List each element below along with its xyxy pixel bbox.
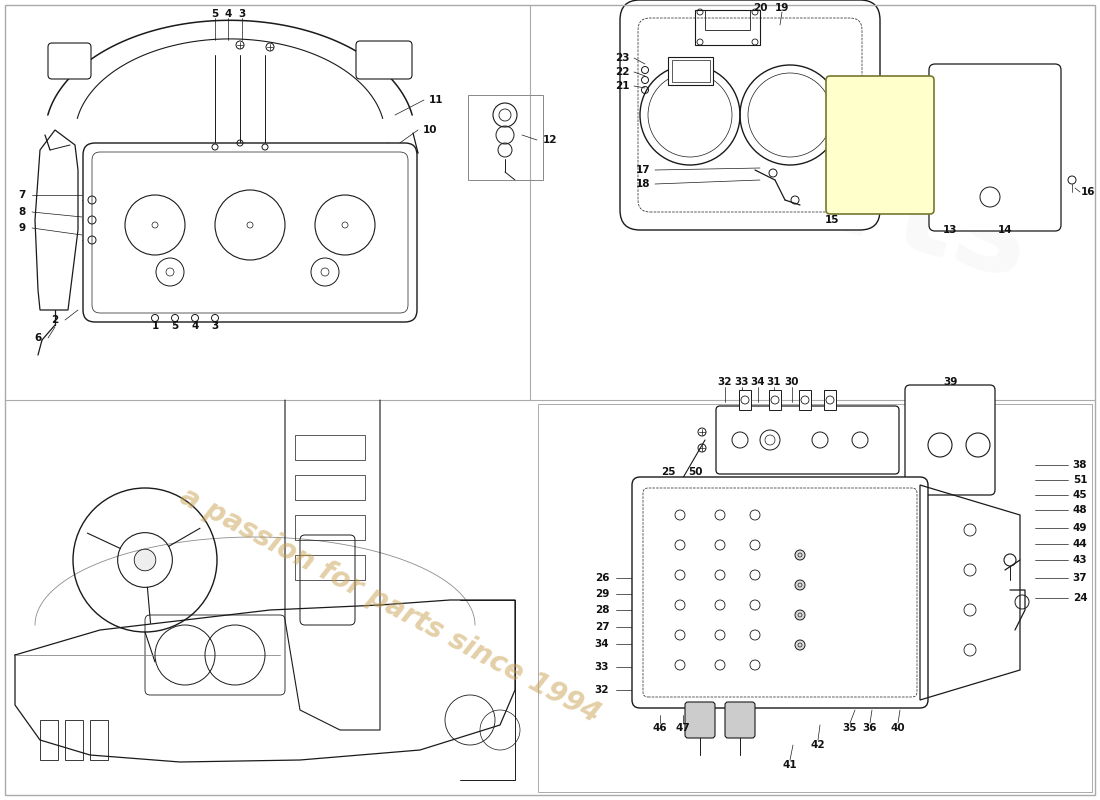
FancyBboxPatch shape xyxy=(826,76,934,214)
Text: 36: 36 xyxy=(862,723,878,733)
Text: 19: 19 xyxy=(774,3,789,13)
Text: 7: 7 xyxy=(19,190,25,200)
Text: 4: 4 xyxy=(224,9,232,19)
Text: 38: 38 xyxy=(1072,460,1087,470)
Text: 40: 40 xyxy=(891,723,905,733)
Circle shape xyxy=(795,640,805,650)
Text: 29: 29 xyxy=(595,589,609,599)
Circle shape xyxy=(134,549,156,571)
Text: 5: 5 xyxy=(211,9,219,19)
Text: 34: 34 xyxy=(750,377,766,387)
Bar xyxy=(705,10,750,30)
Bar xyxy=(672,60,710,82)
Bar xyxy=(295,475,365,500)
Bar xyxy=(824,390,836,410)
Text: 33: 33 xyxy=(735,377,749,387)
Text: a passion for parts since 1994: a passion for parts since 1994 xyxy=(175,482,605,728)
Bar xyxy=(769,390,781,410)
Bar xyxy=(295,555,365,580)
Text: 1: 1 xyxy=(152,321,158,331)
Circle shape xyxy=(795,580,805,590)
Text: 26: 26 xyxy=(595,573,609,583)
Bar xyxy=(90,720,108,760)
Text: 32: 32 xyxy=(595,685,609,695)
Text: 10: 10 xyxy=(422,125,438,135)
FancyBboxPatch shape xyxy=(82,143,417,322)
Text: 2: 2 xyxy=(52,315,58,325)
Text: 48: 48 xyxy=(1072,505,1087,515)
Text: 3: 3 xyxy=(211,321,219,331)
Text: 39: 39 xyxy=(943,377,957,387)
Text: 21: 21 xyxy=(615,81,629,91)
FancyBboxPatch shape xyxy=(905,385,996,495)
Text: 17: 17 xyxy=(636,165,650,175)
FancyBboxPatch shape xyxy=(716,406,899,474)
FancyBboxPatch shape xyxy=(930,64,1062,231)
Circle shape xyxy=(848,175,868,195)
FancyBboxPatch shape xyxy=(725,702,755,738)
Text: 12: 12 xyxy=(542,135,558,145)
Bar xyxy=(65,720,82,760)
Circle shape xyxy=(848,150,868,170)
Text: 31: 31 xyxy=(767,377,781,387)
Text: 37: 37 xyxy=(1072,573,1087,583)
Bar xyxy=(40,720,58,760)
Text: 4: 4 xyxy=(191,321,199,331)
Bar xyxy=(295,435,365,460)
Text: 30: 30 xyxy=(784,377,800,387)
Text: 44: 44 xyxy=(1072,539,1088,549)
Text: 28: 28 xyxy=(595,605,609,615)
Text: 42: 42 xyxy=(811,740,825,750)
Text: 6: 6 xyxy=(34,333,42,343)
Text: 5: 5 xyxy=(172,321,178,331)
Text: 50: 50 xyxy=(688,467,702,477)
Circle shape xyxy=(848,125,868,145)
Text: 11: 11 xyxy=(429,95,443,105)
Text: 25: 25 xyxy=(661,467,675,477)
FancyBboxPatch shape xyxy=(620,0,880,230)
Text: 14: 14 xyxy=(998,225,1012,235)
Text: 51: 51 xyxy=(1072,475,1087,485)
Text: 41: 41 xyxy=(783,760,798,770)
Bar xyxy=(295,515,365,540)
Text: Parts: Parts xyxy=(657,94,1044,306)
Text: 33: 33 xyxy=(595,662,609,672)
Text: 23: 23 xyxy=(615,53,629,63)
Text: 24: 24 xyxy=(1072,593,1087,603)
Text: 34: 34 xyxy=(595,639,609,649)
FancyBboxPatch shape xyxy=(685,702,715,738)
Text: 27: 27 xyxy=(595,622,609,632)
Text: 49: 49 xyxy=(1072,523,1087,533)
Text: 22: 22 xyxy=(615,67,629,77)
Bar xyxy=(739,390,751,410)
Bar xyxy=(695,10,760,45)
Text: 9: 9 xyxy=(19,223,25,233)
Bar xyxy=(668,57,713,85)
FancyBboxPatch shape xyxy=(632,477,928,708)
Bar xyxy=(538,404,1092,792)
Text: 3: 3 xyxy=(239,9,245,19)
Text: 13: 13 xyxy=(943,225,957,235)
Text: 8: 8 xyxy=(19,207,25,217)
Text: 35: 35 xyxy=(843,723,857,733)
Text: 20: 20 xyxy=(752,3,768,13)
Circle shape xyxy=(795,550,805,560)
Text: 45: 45 xyxy=(1072,490,1087,500)
Text: 32: 32 xyxy=(717,377,733,387)
Bar xyxy=(799,390,811,410)
Text: 15: 15 xyxy=(825,215,839,225)
FancyBboxPatch shape xyxy=(356,41,412,79)
Text: 18: 18 xyxy=(636,179,650,189)
Circle shape xyxy=(795,610,805,620)
Text: 16: 16 xyxy=(1080,187,1096,197)
FancyBboxPatch shape xyxy=(48,43,91,79)
Bar xyxy=(468,95,543,180)
Text: 47: 47 xyxy=(675,723,691,733)
Text: 43: 43 xyxy=(1072,555,1087,565)
Text: 46: 46 xyxy=(652,723,668,733)
